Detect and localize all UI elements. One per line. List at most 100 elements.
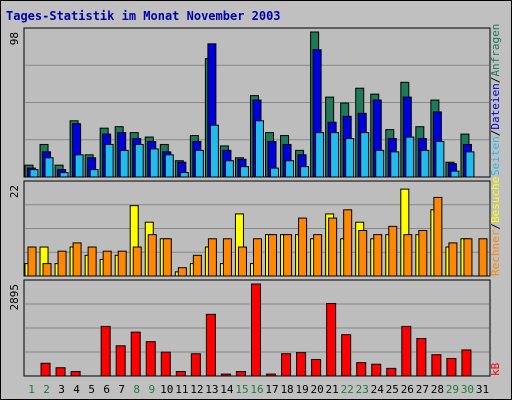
bar-visits-rechner-day-19 — [298, 217, 308, 277]
day-label-30: 30 — [461, 383, 474, 396]
day-label-8: 8 — [133, 383, 140, 396]
bar-kb-kb-day-3 — [55, 367, 66, 377]
legend-hits: Seiten/Dateien/Anfragen — [489, 24, 502, 176]
day-label-3: 3 — [58, 383, 65, 396]
bar-kb-kb-day-23 — [356, 362, 367, 377]
bar-visits-rechner-day-24 — [373, 234, 383, 277]
bar-visits-rechner-day-12 — [192, 254, 202, 277]
bar-hits-seiten-day-20 — [315, 132, 325, 178]
bar-hits-seiten-day-15 — [239, 166, 249, 178]
bar-kb-kb-day-11 — [175, 371, 186, 377]
chart-title: Tages-Statistik im Monat November 2003 — [6, 9, 281, 23]
bar-visits-rechner-day-16 — [252, 238, 262, 277]
bar-visits-rechner-day-25 — [388, 225, 398, 277]
day-label-15: 15 — [235, 383, 248, 396]
bar-kb-kb-day-15 — [235, 371, 246, 377]
bar-hits-seiten-day-30 — [465, 151, 475, 178]
ymax-label-kb: 2895 — [8, 284, 21, 311]
bar-kb-kb-day-8 — [130, 331, 141, 377]
bar-kb-kb-day-22 — [341, 334, 352, 377]
bar-visits-rechner-day-18 — [283, 234, 293, 277]
bar-kb-kb-day-29 — [446, 358, 457, 377]
bar-hits-seiten-day-19 — [300, 166, 310, 178]
bar-kb-kb-day-27 — [416, 338, 427, 377]
day-label-13: 13 — [205, 383, 218, 396]
day-label-18: 18 — [280, 383, 293, 396]
bar-hits-seiten-day-23 — [360, 132, 370, 178]
bar-kb-kb-day-17 — [266, 373, 277, 377]
bar-hits-seiten-day-28 — [435, 140, 445, 178]
bar-hits-seiten-day-12 — [194, 149, 204, 178]
day-label-31: 31 — [476, 383, 489, 396]
bar-visits-rechner-day-26 — [403, 234, 413, 277]
bar-hits-seiten-day-7 — [119, 149, 129, 178]
day-label-11: 11 — [175, 383, 188, 396]
bar-visits-rechner-day-31 — [478, 238, 488, 277]
bar-visits-rechner-day-3 — [57, 250, 67, 277]
bar-kb-kb-day-16 — [250, 283, 261, 377]
day-label-2: 2 — [43, 383, 50, 396]
bar-hits-seiten-day-26 — [405, 136, 415, 178]
bar-visits-rechner-day-9 — [147, 234, 157, 277]
bar-kb-kb-day-2 — [40, 362, 51, 377]
day-label-22: 22 — [341, 383, 354, 396]
day-label-24: 24 — [371, 383, 385, 396]
bar-visits-rechner-day-1 — [27, 246, 37, 277]
ymax-label-visits: 22 — [8, 185, 21, 198]
bar-kb-kb-day-28 — [431, 354, 442, 377]
bar-visits-rechner-day-10 — [162, 238, 172, 277]
day-label-10: 10 — [160, 383, 173, 396]
bar-visits-rechner-day-28 — [433, 196, 443, 277]
day-label-7: 7 — [118, 383, 125, 396]
legend-rechner: Rechner — [489, 229, 502, 276]
day-label-27: 27 — [416, 383, 429, 396]
day-label-19: 19 — [295, 383, 308, 396]
bar-hits-seiten-day-1 — [29, 169, 39, 178]
bar-hits-seiten-day-14 — [224, 160, 234, 178]
bar-hits-seiten-day-17 — [270, 167, 280, 178]
day-label-12: 12 — [190, 383, 203, 396]
ymax-label-hits: 98 — [8, 32, 21, 45]
day-label-23: 23 — [356, 383, 369, 396]
day-label-6: 6 — [103, 383, 110, 396]
bar-hits-seiten-day-27 — [420, 149, 430, 178]
bar-hits-seiten-day-21 — [330, 132, 340, 178]
bar-kb-kb-day-4 — [70, 371, 81, 377]
bar-visits-rechner-day-5 — [87, 246, 97, 277]
bar-visits-rechner-day-11 — [177, 267, 187, 277]
bar-hits-seiten-day-2 — [44, 157, 54, 178]
bar-kb-kb-day-30 — [461, 349, 472, 377]
bar-hits-seiten-day-16 — [254, 120, 264, 178]
bar-visits-rechner-day-2 — [42, 263, 52, 277]
legend-seiten: Seiten — [489, 136, 502, 176]
bar-visits-rechner-day-7 — [117, 250, 127, 277]
bar-kb-kb-day-9 — [145, 341, 156, 377]
legend-visits: Rechner/Besuche — [489, 177, 502, 276]
bar-visits-rechner-day-30 — [463, 238, 473, 277]
bar-hits-seiten-day-10 — [164, 154, 174, 178]
legend-dateien: Dateien — [489, 83, 502, 129]
bar-kb-kb-day-6 — [100, 325, 111, 377]
bar-kb-kb-day-7 — [115, 345, 126, 377]
bar-visits-rechner-day-4 — [72, 242, 82, 277]
bar-visits-rechner-day-13 — [207, 238, 217, 277]
day-label-29: 29 — [446, 383, 459, 396]
bar-visits-rechner-day-23 — [358, 230, 368, 277]
bar-kb-kb-day-13 — [205, 313, 216, 377]
bar-kb-kb-day-10 — [160, 351, 171, 377]
bar-kb-kb-day-14 — [220, 373, 231, 377]
legend-anfragen: Anfragen — [489, 24, 502, 77]
bar-visits-rechner-day-21 — [328, 217, 338, 277]
day-label-21: 21 — [326, 383, 339, 396]
bar-visits-rechner-day-6 — [102, 250, 112, 277]
bar-visits-rechner-day-27 — [418, 230, 428, 277]
bar-hits-seiten-day-22 — [345, 138, 355, 178]
bar-kb-kb-day-25 — [386, 367, 397, 377]
bar-visits-rechner-day-29 — [448, 242, 458, 277]
day-label-26: 26 — [401, 383, 414, 396]
bar-hits-seiten-day-24 — [375, 149, 385, 178]
bar-visits-rechner-day-14 — [222, 238, 232, 277]
bar-hits-seiten-day-9 — [149, 148, 159, 178]
day-label-28: 28 — [431, 383, 444, 396]
